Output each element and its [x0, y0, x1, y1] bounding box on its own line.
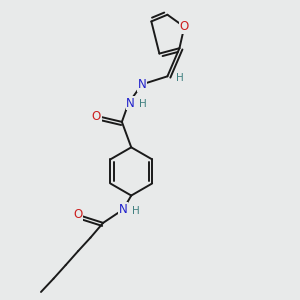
Text: H: H [176, 73, 184, 83]
Text: O: O [92, 110, 101, 123]
Text: N: N [138, 78, 146, 91]
Text: O: O [180, 20, 189, 33]
Text: N: N [119, 203, 128, 216]
Text: H: H [132, 206, 140, 216]
Text: O: O [73, 208, 82, 221]
Text: H: H [140, 100, 147, 110]
Text: N: N [126, 97, 135, 110]
